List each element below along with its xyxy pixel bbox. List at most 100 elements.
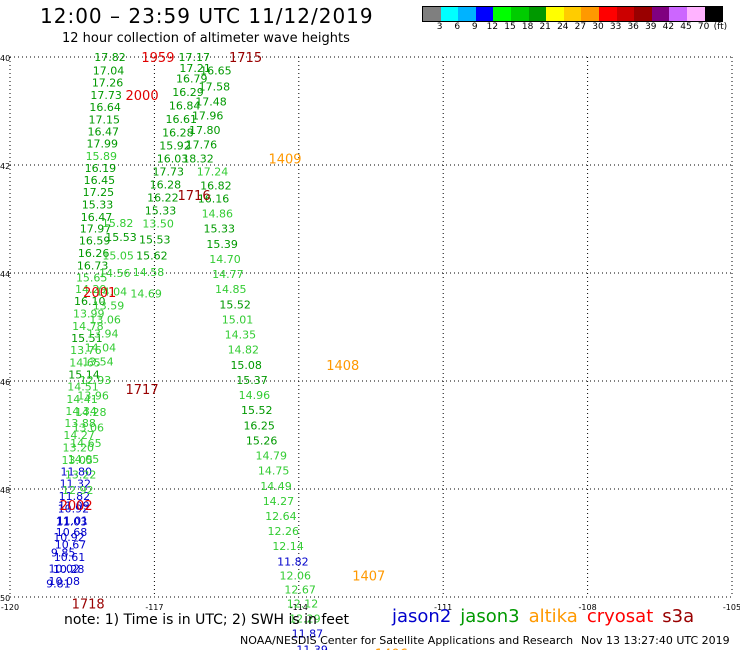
wave-height-value: 16.26 <box>78 247 110 260</box>
wave-height-value: 10.02 <box>49 562 81 575</box>
wave-height-value: 11.82 <box>59 490 91 503</box>
wave-height-value: 16.10 <box>74 295 106 308</box>
wave-height-value: 15.37 <box>236 374 268 387</box>
wave-height-value: 15.33 <box>82 198 114 211</box>
wave-height-value: 16.64 <box>89 101 121 114</box>
satellite-legend: jason2 jason3 altika cryosat s3a <box>392 606 703 627</box>
wave-height-value: 13.06 <box>73 421 105 434</box>
page-subtitle: 12 hour collection of altimeter wave hei… <box>62 31 350 46</box>
wave-height-value: 14.78 <box>72 320 104 333</box>
color-swatch <box>616 7 635 21</box>
color-swatch <box>704 7 723 21</box>
wave-height-value: 12.26 <box>268 525 300 538</box>
wave-height-value: 17.97 <box>80 223 112 236</box>
color-scale-label: 18 <box>521 22 534 32</box>
wave-height-value: 11.01 <box>57 514 88 527</box>
wave-height-value: 13.94 <box>87 327 119 340</box>
wave-height-value: 16.47 <box>81 211 113 224</box>
pass-time-label: 1717 <box>126 383 159 398</box>
wave-height-value: 9.85 <box>51 547 75 560</box>
pass-time-label: 2001 <box>83 286 116 301</box>
wave-height-value: 15.53 <box>105 231 137 244</box>
lat-tick-label: 42 <box>0 162 10 171</box>
wave-height-value: 16.79 <box>176 73 208 86</box>
wave-height-value: 17.24 <box>197 165 229 178</box>
wave-height-value: 15.62 <box>136 250 168 263</box>
wave-height-value: 11.80 <box>61 466 93 479</box>
wave-height-value: 15.92 <box>159 140 191 153</box>
wave-height-value: 16.28 <box>162 127 194 140</box>
lon-tick-label: -111 <box>434 603 452 612</box>
color-scale-label: 21 <box>539 22 551 32</box>
color-scale-label: 15 <box>504 22 516 32</box>
wave-height-value: 11.03 <box>56 515 88 528</box>
legend-entry-s3a: s3a <box>662 606 695 627</box>
wave-height-value: 16.84 <box>169 100 201 113</box>
wave-height-value: 14.05 <box>68 453 100 466</box>
wave-height-value: 12.64 <box>265 510 297 523</box>
credit-text: NOAA/NESDIS Center for Satellite Applica… <box>240 634 574 647</box>
wave-height-value: 17.80 <box>189 124 221 137</box>
pass-time-label: 1959 <box>141 51 174 66</box>
wave-height-points: 17.8217.0417.2617.7316.6417.1516.4717.99… <box>46 51 328 650</box>
wave-height-value: 15.52 <box>219 298 251 311</box>
wave-height-value: 17.15 <box>88 114 120 127</box>
page-title: 12:00 – 23:59 UTC 11/12/2019 <box>40 4 374 28</box>
wave-height-value: 15.51 <box>71 332 103 345</box>
wave-height-value: 17.99 <box>87 137 119 150</box>
pass-time-label: 1407 <box>352 569 385 584</box>
wave-height-value: 12.93 <box>80 374 112 387</box>
wave-height-value: 10.08 <box>49 575 81 588</box>
wave-height-value: 12.06 <box>280 569 312 582</box>
lon-tick-label: -108 <box>579 603 597 612</box>
wave-height-value: 10.92 <box>58 502 90 515</box>
wave-height-value: 17.25 <box>83 186 115 199</box>
wave-height-value: 16.65 <box>200 65 232 78</box>
wave-height-value: 9.81 <box>46 578 71 591</box>
wave-height-value: 11.09 <box>58 500 89 513</box>
wave-height-value: 15.52 <box>241 404 272 417</box>
wave-height-value: 15.65 <box>76 271 108 284</box>
wave-height-value: 16.29 <box>172 86 204 99</box>
color-scale-label: 30 <box>592 22 604 32</box>
wave-height-value: 13.05 <box>62 454 94 467</box>
wave-height-value: 16.61 <box>165 113 197 126</box>
color-swatch <box>528 7 547 21</box>
wave-height-value: 13.96 <box>77 390 109 403</box>
wave-height-value: 17.58 <box>199 81 231 94</box>
pass-time-label: 1716 <box>178 189 211 204</box>
pass-time-label: 1406 <box>375 648 408 650</box>
wave-height-value: 17.21 <box>179 62 211 75</box>
wave-height-value: 14.35 <box>225 329 257 342</box>
lat-tick-label: 46 <box>0 378 10 387</box>
wave-height-value: 10.68 <box>56 526 88 539</box>
wave-height-value: 17.73 <box>152 165 184 178</box>
lat-tick-label: 50 <box>0 594 10 603</box>
color-scale-label: 6 <box>454 22 461 32</box>
wave-height-value: 16.25 <box>243 419 274 432</box>
map-grid <box>9 56 733 598</box>
wave-height-value: 15.53 <box>139 234 171 247</box>
wave-height-value: 13.54 <box>82 356 114 369</box>
wave-height-value: 14.96 <box>239 389 271 402</box>
wave-height-value: 15.05 <box>102 250 134 263</box>
color-swatch <box>546 7 564 21</box>
wave-height-value: 14.65 <box>70 437 102 450</box>
wave-height-value: 16.59 <box>79 235 111 248</box>
wave-height-value: 13.20 <box>62 441 94 454</box>
color-swatch <box>423 7 441 21</box>
wave-height-value: 17.48 <box>195 95 227 108</box>
pass-time-label: 1408 <box>326 359 359 374</box>
lon-tick-label: -117 <box>145 603 163 612</box>
color-scale-label: 24 <box>557 22 569 32</box>
color-swatch <box>651 7 670 21</box>
wave-height-value: 17.82 <box>94 51 126 64</box>
wave-height-value: 15.33 <box>203 223 235 236</box>
wave-height-value: 14.04 <box>96 285 128 298</box>
wave-height-value: 17.96 <box>192 109 224 122</box>
color-scale-label: 3 <box>436 22 443 32</box>
wave-height-value: 17.73 <box>90 89 122 102</box>
generated-timestamp: Nov 13 13:27:40 UTC 2019 <box>581 634 730 647</box>
wave-height-value: 14.27 <box>263 495 295 508</box>
wave-height-value: 16.28 <box>150 178 182 191</box>
